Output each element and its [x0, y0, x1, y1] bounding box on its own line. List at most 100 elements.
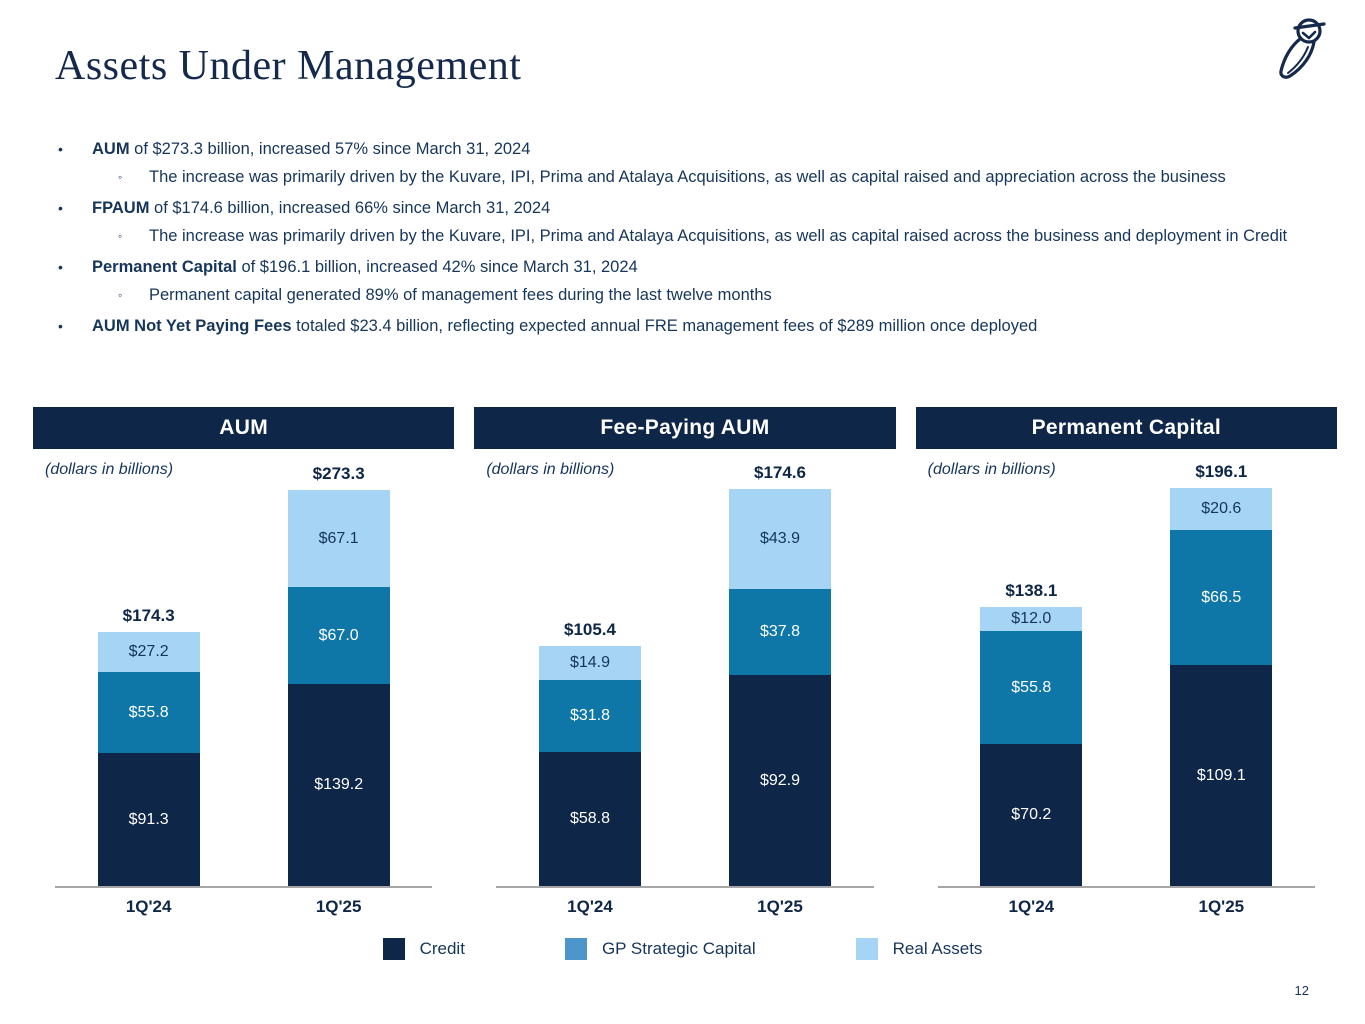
- bar-segment-real-assets: $67.1: [287, 490, 390, 587]
- page-title: Assets Under Management: [55, 43, 522, 89]
- legend-item-credit: Credit: [382, 938, 465, 960]
- x-labels: 1Q'24 1Q'25: [474, 897, 895, 917]
- real-assets-swatch-icon: [855, 938, 878, 960]
- bar-segment-gp-strategic-capital: $31.8: [538, 680, 641, 752]
- bar-segment-credit: $70.2: [980, 744, 1083, 886]
- bar-segment-gp-strategic-capital: $67.0: [287, 587, 390, 684]
- stacked-bar: $14.9 $31.8 $58.8: [538, 646, 641, 886]
- bar-total-label: $174.6: [753, 463, 806, 482]
- subbullet-permanent-capital: ◦ Permanent capital generated 89% of man…: [58, 284, 1315, 307]
- bullet-aum: • AUM of $273.3 billion, increased 57% s…: [58, 138, 1315, 161]
- summary-bullets: • AUM of $273.3 billion, increased 57% s…: [58, 131, 1315, 338]
- stacked-bar: $43.9 $37.8 $92.9: [728, 489, 831, 886]
- subbullet-text: The increase was primarily driven by the…: [149, 227, 1288, 246]
- x-axis-label: 1Q'24: [125, 897, 172, 916]
- bars-area: $105.4 $14.9 $31.8 $58.8 $174.6 $43.9 $37.8 $92…: [474, 449, 895, 886]
- bar-total-label: $273.3: [312, 464, 365, 483]
- subbullet-fpaum: ◦ The increase was primarily driven by t…: [58, 225, 1315, 248]
- legend-item-real-assets: Real Assets: [855, 938, 983, 960]
- bullet-fpaum: • FPAUM of $174.6 billion, increased 66%…: [58, 197, 1315, 220]
- bar-column: $138.1 $12.0 $55.8 $70.2: [980, 581, 1083, 886]
- bar-segment-credit: $139.2: [287, 684, 390, 886]
- bullet-aum-not-yet-paying: • AUM Not Yet Paying Fees totaled $23.4 …: [58, 315, 1315, 338]
- bar-segment-gp-strategic-capital: $37.8: [728, 589, 831, 675]
- bar-total-label: $196.1: [1195, 462, 1248, 481]
- bar-segment-credit: $91.3: [97, 753, 200, 886]
- legend-label: Real Assets: [892, 939, 983, 958]
- x-axis-label: 1Q'25: [757, 897, 803, 916]
- chart-area: (dollars in billions) $138.1 $12.0 $55.8 $7…: [916, 449, 1337, 886]
- x-axis-line: [55, 886, 433, 888]
- chart-panel-fee-paying-aum: Fee-Paying AUM (dollars in billions) $10…: [474, 407, 896, 917]
- x-labels: 1Q'24 1Q'25: [916, 897, 1337, 917]
- chart-title: Fee-Paying AUM: [474, 407, 896, 449]
- bar-segment-gp-strategic-capital: $66.5: [1170, 530, 1273, 665]
- bullet-marker: •: [58, 199, 63, 216]
- bullet-permanent-capital: • Permanent Capital of $196.1 billion, i…: [58, 256, 1315, 279]
- bar-total-label: $105.4: [563, 620, 616, 639]
- units-label: (dollars in billions): [927, 461, 1056, 478]
- bar-segment-credit: $58.8: [538, 752, 641, 886]
- bar-segment-real-assets: $20.6: [1170, 488, 1273, 530]
- bars-area: $138.1 $12.0 $55.8 $70.2 $196.1 $20.6 $66.5 $10…: [916, 449, 1337, 886]
- bar-segment-real-assets: $27.2: [97, 632, 200, 672]
- bar-column: $196.1 $20.6 $66.5 $109.1: [1170, 462, 1273, 886]
- legend-label: Credit: [419, 939, 465, 958]
- subbullet-marker: ◦: [118, 288, 123, 303]
- bullet-text: FPAUM of $174.6 billion, increased 66% s…: [92, 198, 551, 217]
- chart-legend: Credit GP Strategic Capital Real Assets: [0, 938, 1365, 960]
- bullet-text: AUM of $273.3 billion, increased 57% sin…: [92, 140, 531, 158]
- bar-total-label: $174.3: [122, 606, 175, 625]
- bar-column: $105.4 $14.9 $31.8 $58.8: [538, 620, 641, 886]
- subbullet-text: Permanent capital generated 89% of manag…: [149, 286, 772, 305]
- x-axis-line: [937, 886, 1315, 888]
- bar-segment-credit: $92.9: [728, 675, 831, 886]
- gp-strategic-capital-swatch-icon: [564, 938, 587, 960]
- bar-segment-gp-strategic-capital: $55.8: [97, 672, 200, 753]
- chart-area: (dollars in billions) $174.3 $27.2 $55.8 $9…: [33, 449, 454, 886]
- owl-logo-icon: [1279, 18, 1326, 79]
- bar-segment-real-assets: $14.9: [538, 646, 641, 680]
- x-axis-label: 1Q'25: [1198, 897, 1245, 916]
- bar-segment-real-assets: $12.0: [980, 607, 1083, 631]
- bullet-marker: •: [58, 258, 63, 275]
- stacked-bar: $67.1 $67.0 $139.2: [287, 490, 390, 886]
- x-axis-label: 1Q'24: [1008, 897, 1055, 916]
- chart-panel-permanent-capital: Permanent Capital (dollars in billions) …: [915, 407, 1337, 917]
- legend-item-gp-strategic-capital: GP Strategic Capital: [564, 938, 756, 960]
- chart-panel-aum: AUM (dollars in billions) $174.3 $27.2 $55…: [33, 407, 455, 917]
- credit-swatch-icon: [382, 938, 405, 960]
- bar-column: $174.6 $43.9 $37.8 $92.9: [728, 463, 831, 886]
- legend-label: GP Strategic Capital: [601, 939, 756, 958]
- bullet-text: Permanent Capital of $196.1 billion, inc…: [92, 257, 638, 276]
- chart-title: AUM: [33, 407, 455, 449]
- bullet-marker: •: [58, 141, 63, 157]
- bar-column: $273.3 $67.1 $67.0 $139.2: [287, 464, 390, 886]
- x-axis-line: [496, 886, 874, 888]
- bar-segment-real-assets: $43.9: [728, 489, 831, 589]
- chart-area: (dollars in billions) $105.4 $14.9 $31.8 $5…: [474, 449, 895, 886]
- subbullet-marker: ◦: [118, 229, 123, 244]
- bars-area: $174.3 $27.2 $55.8 $91.3 $273.3 $67.1 $67.0 $13…: [33, 449, 454, 886]
- subbullet-aum: ◦ The increase was primarily driven by t…: [58, 166, 1315, 189]
- stacked-bar: $27.2 $55.8 $91.3: [97, 632, 200, 886]
- bullet-marker: •: [58, 317, 63, 334]
- chart-title: Permanent Capital: [915, 407, 1337, 449]
- bar-segment-gp-strategic-capital: $55.8: [980, 631, 1083, 744]
- bullet-text: AUM Not Yet Paying Fees totaled $23.4 bi…: [92, 316, 1038, 335]
- bar-total-label: $138.1: [1005, 581, 1058, 600]
- bar-segment-credit: $109.1: [1170, 665, 1273, 886]
- x-labels: 1Q'24 1Q'25: [33, 897, 454, 917]
- x-axis-label: 1Q'25: [315, 897, 362, 916]
- x-axis-label: 1Q'24: [567, 897, 613, 916]
- units-label: (dollars in billions): [486, 461, 615, 478]
- stacked-bar: $12.0 $55.8 $70.2: [980, 607, 1083, 886]
- stacked-bar: $20.6 $66.5 $109.1: [1170, 488, 1273, 886]
- charts-row: AUM (dollars in billions) $174.3 $27.2 $55…: [33, 407, 1337, 917]
- units-label: (dollars in billions): [45, 461, 174, 478]
- subbullet-marker: ◦: [118, 170, 123, 185]
- subbullet-text: The increase was primarily driven by the…: [149, 168, 1226, 187]
- bar-column: $174.3 $27.2 $55.8 $91.3: [97, 606, 200, 886]
- page-number: 12: [1294, 983, 1309, 998]
